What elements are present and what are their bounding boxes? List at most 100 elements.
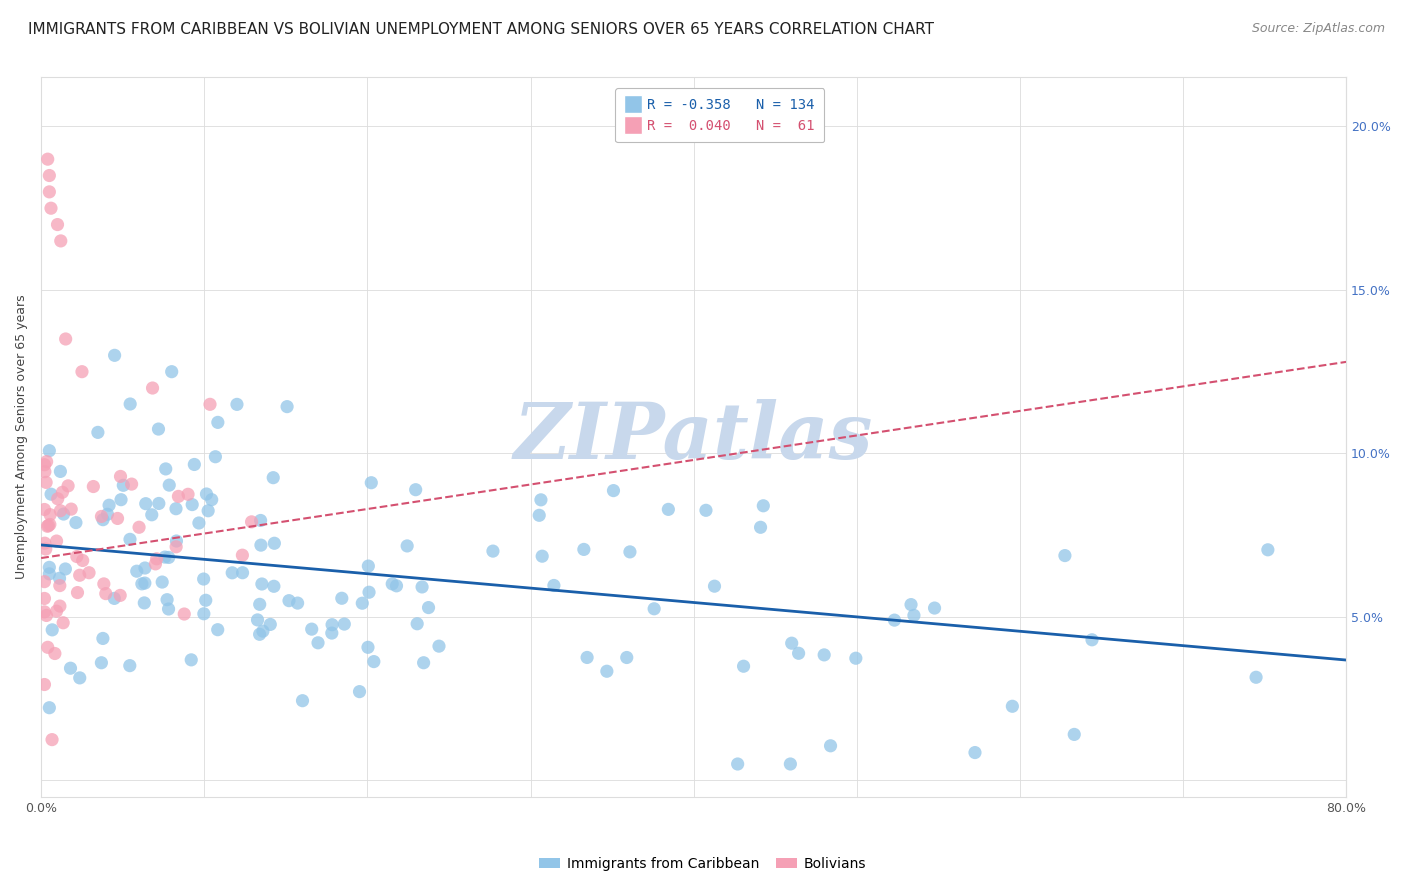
Point bbox=[110, 492, 132, 507]
Point bbox=[779, 757, 801, 772]
Point bbox=[148, 422, 170, 436]
Point bbox=[155, 462, 177, 476]
Point bbox=[153, 550, 176, 565]
Point bbox=[263, 536, 285, 550]
Point bbox=[87, 425, 110, 440]
Point bbox=[250, 538, 273, 552]
Point bbox=[780, 636, 803, 650]
Point bbox=[412, 656, 434, 670]
Point bbox=[65, 516, 87, 530]
Point bbox=[166, 534, 188, 549]
Point bbox=[883, 613, 905, 627]
Point bbox=[34, 574, 56, 589]
Point bbox=[91, 513, 114, 527]
Point bbox=[321, 617, 343, 632]
Point bbox=[193, 572, 215, 586]
Legend: R = -0.358   N = 134, R =  0.040   N =  61: R = -0.358 N = 134, R = 0.040 N = 61 bbox=[616, 88, 824, 143]
Point bbox=[134, 596, 156, 610]
Point bbox=[752, 499, 775, 513]
Point bbox=[287, 596, 309, 610]
Point bbox=[70, 365, 93, 379]
Point bbox=[333, 617, 356, 632]
Point bbox=[349, 684, 371, 698]
Point bbox=[193, 607, 215, 621]
Point bbox=[1001, 699, 1024, 714]
Point bbox=[530, 492, 553, 507]
Point bbox=[38, 700, 60, 714]
Point bbox=[34, 677, 56, 691]
Point bbox=[813, 648, 835, 662]
Point bbox=[145, 557, 167, 571]
Point bbox=[250, 577, 273, 591]
Point bbox=[221, 566, 243, 580]
Point bbox=[118, 533, 141, 547]
Point bbox=[35, 608, 58, 623]
Point bbox=[103, 591, 125, 606]
Point bbox=[207, 623, 229, 637]
Point bbox=[177, 487, 200, 501]
Point bbox=[46, 218, 69, 232]
Point bbox=[187, 516, 209, 530]
Point bbox=[37, 152, 59, 166]
Point bbox=[131, 577, 153, 591]
Point bbox=[55, 562, 77, 576]
Point bbox=[38, 566, 60, 581]
Point bbox=[427, 639, 450, 653]
Point bbox=[165, 540, 187, 554]
Point bbox=[207, 416, 229, 430]
Point bbox=[231, 548, 253, 562]
Point bbox=[1053, 549, 1076, 563]
Point bbox=[108, 588, 131, 602]
Point bbox=[529, 508, 551, 523]
Point bbox=[259, 617, 281, 632]
Point bbox=[330, 591, 353, 606]
Point bbox=[94, 586, 117, 600]
Point bbox=[93, 577, 115, 591]
Text: ZIPatlas: ZIPatlas bbox=[515, 399, 873, 475]
Point bbox=[240, 515, 263, 529]
Point bbox=[45, 534, 67, 549]
Point bbox=[396, 539, 419, 553]
Point bbox=[34, 591, 56, 606]
Point bbox=[1244, 670, 1267, 684]
Point bbox=[98, 498, 121, 512]
Point bbox=[263, 579, 285, 593]
Point bbox=[232, 566, 254, 580]
Point bbox=[134, 561, 156, 575]
Point bbox=[1257, 542, 1279, 557]
Point bbox=[194, 593, 217, 607]
Point bbox=[201, 492, 224, 507]
Point bbox=[82, 479, 104, 493]
Text: Source: ZipAtlas.com: Source: ZipAtlas.com bbox=[1251, 22, 1385, 36]
Point bbox=[167, 489, 190, 503]
Point bbox=[49, 578, 72, 592]
Point bbox=[602, 483, 624, 498]
Point bbox=[44, 647, 66, 661]
Text: IMMIGRANTS FROM CARIBBEAN VS BOLIVIAN UNEMPLOYMENT AMONG SENIORS OVER 65 YEARS C: IMMIGRANTS FROM CARIBBEAN VS BOLIVIAN UN… bbox=[28, 22, 934, 37]
Point bbox=[38, 517, 60, 532]
Point bbox=[128, 520, 150, 534]
Point bbox=[195, 487, 218, 501]
Point bbox=[900, 598, 922, 612]
Point bbox=[733, 659, 755, 673]
Point bbox=[69, 568, 91, 582]
Point bbox=[107, 511, 129, 525]
Point bbox=[657, 502, 679, 516]
Point bbox=[278, 593, 301, 607]
Point bbox=[157, 550, 180, 565]
Point bbox=[41, 623, 63, 637]
Point bbox=[406, 616, 429, 631]
Point bbox=[48, 571, 70, 585]
Point bbox=[418, 600, 440, 615]
Point bbox=[543, 578, 565, 592]
Point bbox=[262, 471, 284, 485]
Point bbox=[96, 508, 118, 522]
Point bbox=[91, 632, 114, 646]
Point bbox=[363, 655, 385, 669]
Point bbox=[249, 513, 271, 527]
Point bbox=[112, 478, 135, 492]
Point bbox=[385, 579, 408, 593]
Point bbox=[145, 551, 167, 566]
Point bbox=[596, 665, 619, 679]
Point bbox=[703, 579, 725, 593]
